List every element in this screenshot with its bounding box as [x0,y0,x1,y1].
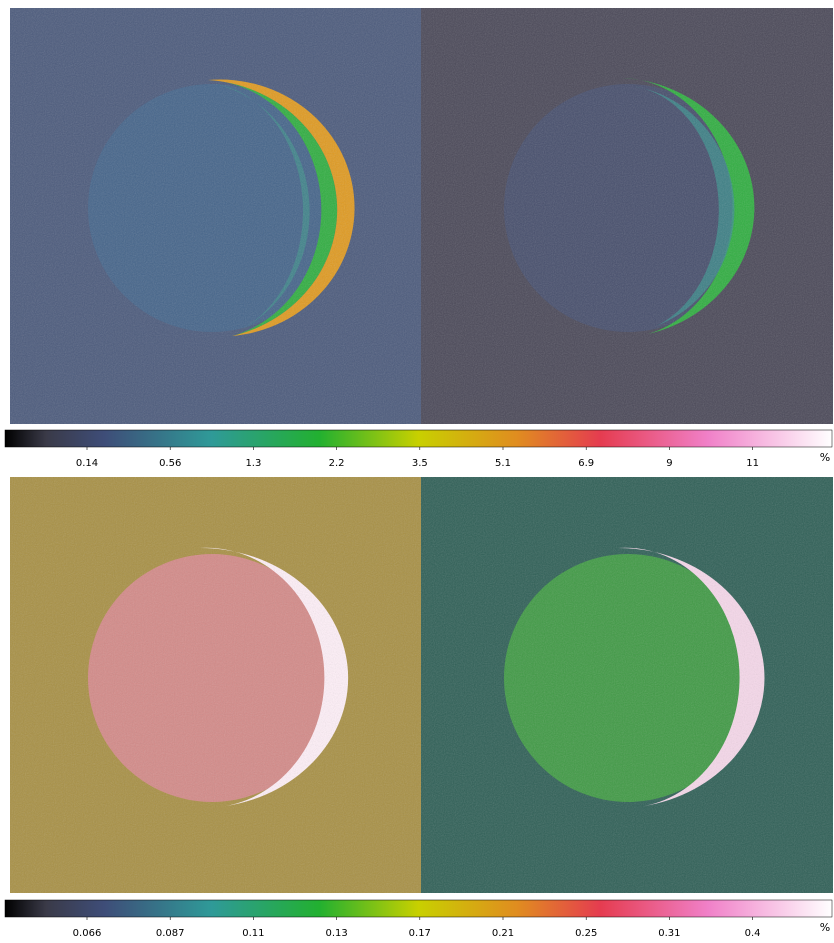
colorbar-ticks: 0.14 0.56 1.3 2.2 3.5 5.1 6.9 9 11% [76,447,830,469]
colorbar-tick-label: 9 [666,458,672,469]
colorbar-tick-label: 5.1 [495,458,511,469]
bottom-left-panel [10,477,421,893]
colorbar-tick-label: 0.31 [658,928,680,939]
colorbar-tick-label: 0.4 [745,928,761,939]
top-right-panel [421,8,833,424]
top-left-panel [10,8,421,424]
colorbar-tick-label: 0.14 [76,458,98,469]
colorbar-unit: % [820,451,830,464]
bottom-right-panel [421,477,833,893]
colorbar-tick-label: 0.13 [325,928,347,939]
colorbar-tick-label: 0.11 [242,928,264,939]
colorbar-tick-label: 3.5 [412,458,428,469]
colorbar-bottom: 0.066 0.087 0.11 0.13 0.17 0.21 0.25 0.31 0.4% [4,899,833,939]
colorbar-tick-label: 0.25 [575,928,597,939]
colorbar-tick-label: 11 [746,458,759,469]
colorbar-tick-label: 0.066 [73,928,102,939]
colorbar-unit: % [820,921,830,934]
colorbar-tick-label: 0.56 [159,458,181,469]
colorbar-tick-label: 0.21 [492,928,514,939]
colorbar-ticks: 0.066 0.087 0.11 0.13 0.17 0.21 0.25 0.31 0.4% [73,917,830,939]
colorbar-tick-label: 0.17 [409,928,431,939]
colorbar-tick-label: 1.3 [245,458,261,469]
colorbar-tick-label: 2.2 [329,458,345,469]
colorbar-tick-label: 0.087 [156,928,185,939]
colorbar-top: 0.14 0.56 1.3 2.2 3.5 5.1 6.9 9 11% [4,429,833,469]
colorbar-tick-label: 6.9 [578,458,594,469]
